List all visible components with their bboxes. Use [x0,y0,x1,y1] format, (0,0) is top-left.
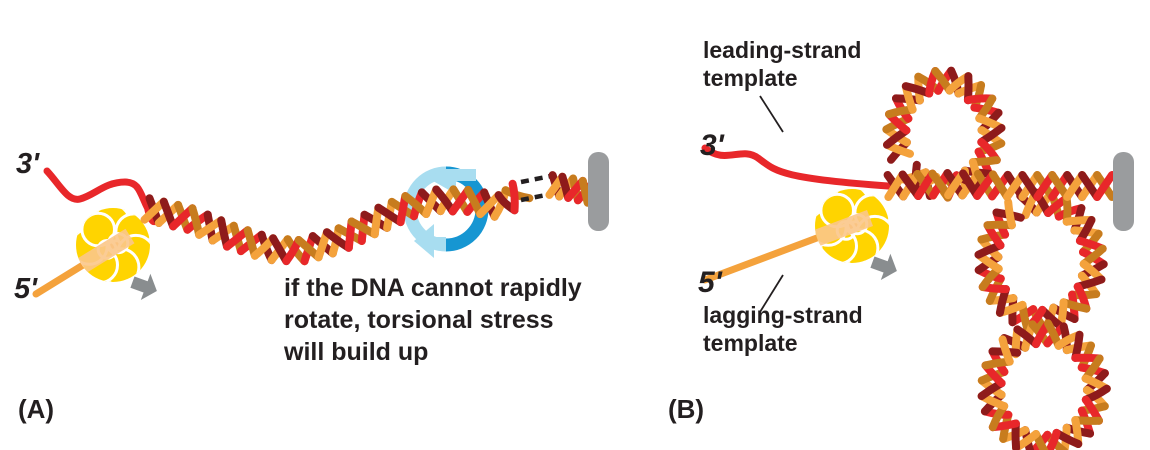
svg-text:leading-strand: leading-strand [703,37,861,63]
svg-text:3': 3' [700,129,725,162]
svg-text:(B): (B) [668,394,704,424]
svg-text:template: template [703,330,798,356]
svg-text:lagging-strand: lagging-strand [703,302,863,328]
svg-text:if the DNA cannot rapidly: if the DNA cannot rapidly [284,274,582,302]
svg-text:5': 5' [14,273,38,305]
svg-text:will build up: will build up [283,338,428,366]
svg-text:rotate, torsional stress: rotate, torsional stress [284,306,554,334]
svg-text:template: template [703,65,798,91]
svg-text:(A): (A) [18,394,54,424]
svg-text:5': 5' [698,266,723,299]
svg-text:3': 3' [16,148,40,180]
